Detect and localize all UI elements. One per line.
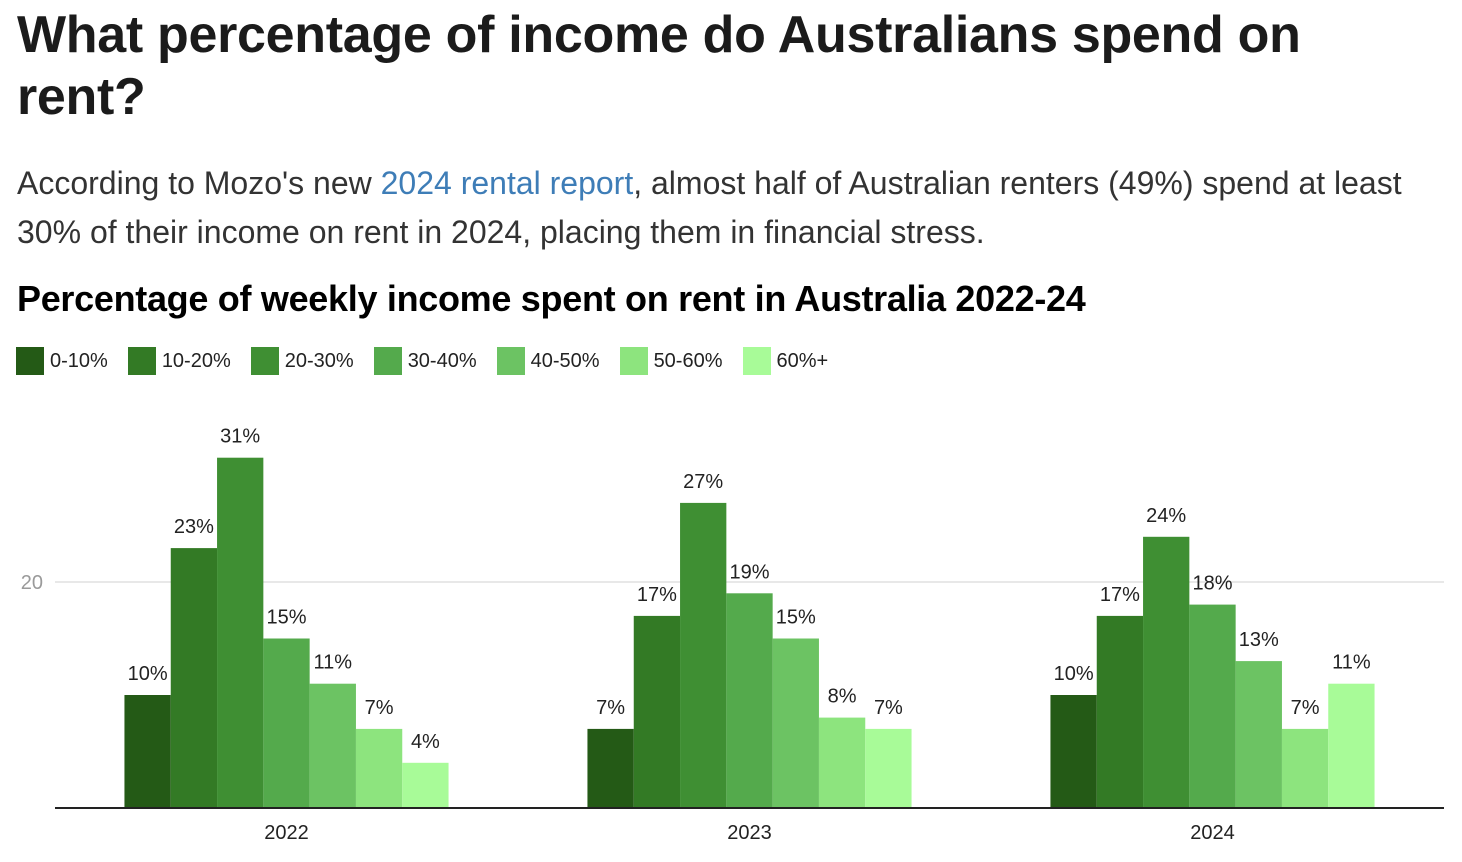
bar-value-label: 17%	[637, 584, 677, 606]
bar-2024-30-40%[interactable]	[1189, 604, 1236, 808]
bar-2023-40-50%[interactable]	[772, 638, 819, 809]
legend-swatch	[742, 347, 771, 375]
bar-2023-50-60%[interactable]	[818, 717, 866, 808]
bar-value-label: 31%	[220, 426, 260, 448]
chart-title: Percentage of weekly income spent on ren…	[17, 278, 1086, 319]
legend-label: 0-10%	[50, 350, 108, 372]
bar-value-label: 7%	[1291, 697, 1320, 719]
intro-text-after: , almost half of Australian renters (49%…	[17, 165, 1402, 250]
bar-2022-10-20%[interactable]	[170, 548, 218, 808]
bar-value-label: 19%	[729, 561, 769, 583]
bar-value-label: 8%	[828, 686, 857, 708]
x-axis-label-2022: 2022	[264, 822, 309, 844]
legend-label: 30-40%	[407, 350, 477, 372]
intro-text-before: According to Mozo's new	[17, 165, 381, 201]
legend-item-5[interactable]: 40-50%	[496, 347, 600, 375]
legend-label: 10-20%	[161, 350, 231, 372]
bar-value-label: 17%	[1100, 584, 1140, 606]
chart-legend: 0-10% 10-20% 20-30% 30-40% 40-50% 50-60% 60%+	[16, 347, 848, 375]
legend-item-4[interactable]: 30-40%	[373, 347, 477, 375]
bar-2024-20-30%[interactable]	[1143, 536, 1190, 808]
bar-value-label: 27%	[683, 471, 723, 493]
y-tick-label: 20	[21, 572, 43, 594]
legend-swatch	[373, 347, 402, 375]
legend-label: 40-50%	[530, 350, 600, 372]
legend-swatch	[619, 347, 648, 375]
bar-value-label: 10%	[128, 663, 168, 685]
bar-value-label: 4%	[411, 731, 440, 753]
page-title: What percentage of income do Australians…	[17, 6, 1301, 126]
legend-label: 60%+	[776, 350, 829, 372]
bar-value-label: 10%	[1054, 663, 1094, 685]
bar-2022-30-40%[interactable]	[263, 638, 310, 809]
rental-report-link[interactable]: 2024 rental report	[380, 165, 634, 201]
legend-item-1[interactable]: 0-10%	[16, 347, 108, 375]
bar-2024-10-20%[interactable]	[1096, 615, 1144, 808]
bar-2024-40-50%[interactable]	[1235, 661, 1282, 808]
bar-value-label: 11%	[1332, 652, 1371, 674]
bar-2023-0-10%[interactable]	[587, 728, 634, 808]
bar-value-label: 15%	[776, 607, 816, 629]
x-axis-label-2023: 2023	[727, 822, 772, 844]
bar-value-label: 7%	[365, 697, 394, 719]
bar-value-label: 7%	[596, 697, 625, 719]
bar-2023-30-40%[interactable]	[726, 593, 773, 808]
bar-2024-0-10%[interactable]	[1050, 695, 1097, 808]
bar-2024-50-60%[interactable]	[1281, 728, 1329, 808]
legend-swatch	[16, 347, 44, 375]
bar-value-label: 11%	[314, 652, 353, 674]
bar-value-label: 24%	[1146, 505, 1186, 527]
bar-chart: 20 10% 23% 31% 15% 11% 7% 4% 2022 7% 17% 27% 19% 15% 8…	[21, 426, 1444, 844]
legend-item-2[interactable]: 10-20%	[127, 347, 231, 375]
bar-value-label: 23%	[174, 516, 214, 538]
bar-value-label: 7%	[874, 697, 903, 719]
bar-2022-20-30%[interactable]	[217, 457, 264, 808]
bar-2023-60%+[interactable]	[865, 728, 912, 808]
legend-label: 20-30%	[284, 350, 354, 372]
bar-2022-0-10%[interactable]	[124, 695, 171, 808]
legend-item-7[interactable]: 60%+	[742, 347, 829, 375]
bar-value-label: 13%	[1239, 629, 1279, 651]
bar-2024-60%+[interactable]	[1328, 683, 1375, 808]
legend-label: 50-60%	[653, 350, 723, 372]
legend-item-6[interactable]: 50-60%	[619, 347, 723, 375]
bar-2022-60%+[interactable]	[402, 762, 449, 808]
intro-paragraph: According to Mozo's new 2024 rental repo…	[17, 159, 1437, 257]
legend-swatch	[127, 347, 156, 375]
bar-2022-50-60%[interactable]	[355, 728, 403, 808]
bar-2022-40-50%[interactable]	[309, 683, 356, 808]
bar-value-label: 18%	[1192, 573, 1232, 595]
bar-2023-10-20%[interactable]	[633, 615, 681, 808]
bar-value-label: 15%	[266, 607, 306, 629]
bar-2023-20-30%[interactable]	[680, 502, 727, 808]
x-axis-label-2024: 2024	[1190, 822, 1235, 844]
legend-item-3[interactable]: 20-30%	[250, 347, 354, 375]
legend-swatch	[250, 347, 279, 375]
legend-swatch	[496, 347, 525, 375]
